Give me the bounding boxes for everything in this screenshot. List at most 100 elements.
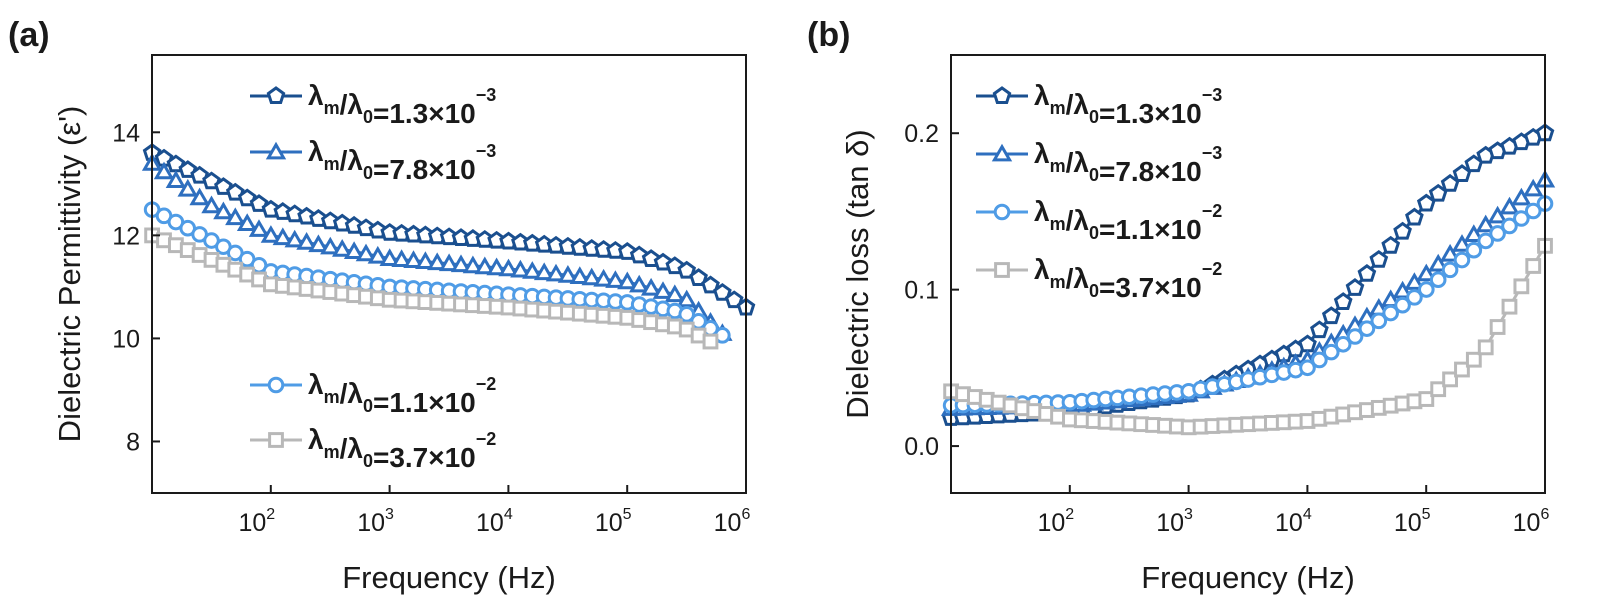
y-axis-title: Dielectric loss (tan δ) [840,129,875,418]
data-point [391,249,412,267]
y-axis-title: Dielectric Permittivity (ε') [52,106,87,443]
data-point [1451,234,1473,252]
data-point [1357,264,1377,282]
series-2 [942,195,1554,414]
data-point [1333,292,1353,310]
series-3 [943,237,1553,436]
data-point [260,225,282,243]
x-tick-label: 103 [1156,506,1193,537]
legend-entry: λm/λ0=7.8×10−3 [976,138,1222,187]
data-point [177,178,198,197]
legend: λm/λ0=1.1×10−2 λm/λ0=3.7×10−2 [250,369,496,473]
data-point [1524,202,1542,220]
legend-marker [991,143,1013,162]
x-tick-label: 105 [595,506,632,537]
legend-marker [267,376,285,394]
data-point [702,333,719,350]
data-point [201,195,222,214]
series-0 [142,143,756,316]
data-point [676,289,697,308]
data-point [1454,361,1470,378]
data-point [1501,217,1518,235]
data-point [557,264,579,283]
y-tick-label: 8 [126,428,140,456]
data-point [1311,351,1328,369]
data-point [1525,258,1542,274]
data-point [1394,296,1411,314]
data-point [629,274,650,293]
data-point [593,268,614,287]
panel-label: (b) [807,16,850,54]
data-point [1439,243,1461,262]
data-point [1418,391,1435,407]
legend-entry: λm/λ0=7.8×10−3 [250,136,496,185]
data-point [1345,278,1365,296]
data-point [427,252,448,271]
x-tick-label: 105 [1394,506,1431,537]
legend-entry: λm/λ0=1.1×10−2 [250,369,496,418]
data-point [1418,281,1435,298]
data-point [713,282,732,301]
data-point [1428,253,1449,272]
data-point [1404,272,1425,290]
legend-entry: λm/λ0=3.7×10−2 [250,424,496,473]
legend-marker [268,432,284,448]
legend-marker [265,141,287,160]
y-tick-label: 0.1 [904,277,939,305]
data-point [1429,271,1447,289]
data-point [308,234,329,253]
data-point [189,187,210,206]
data-point [1465,241,1483,259]
data-point [652,281,674,299]
legend-text: λm/λ0=1.3×10−3 [308,80,496,129]
data-point [1406,289,1423,306]
legend-entry: λm/λ0=1.3×10−3 [976,80,1222,129]
data-point [1513,210,1530,227]
data-point [664,284,686,303]
data-point [1477,232,1495,250]
chart-panel-0: (a) 102 103 104 105 106 8 10 12 14 Frequency (Hz) D… [8,16,756,595]
plot-frame [151,54,747,494]
data-point [1310,320,1329,339]
data-point [1499,196,1520,215]
x-tick-label: 104 [476,506,513,537]
legend-marker [993,203,1011,221]
y-tick-label: 0.2 [904,120,939,148]
data-point [355,243,377,262]
data-point [678,306,696,323]
legend-text: λm/λ0=3.7×10−2 [308,424,496,473]
data-point [1430,381,1447,398]
data-point [153,161,175,180]
data-point [296,232,317,250]
legend-entry: λm/λ0=3.7×10−2 [976,254,1222,303]
data-point [1298,334,1317,353]
x-axis-title: Frequency (Hz) [1141,560,1355,595]
data-point [1381,235,1401,254]
data-point [1513,278,1530,295]
data-point [1489,225,1506,242]
data-point [1523,178,1544,197]
data-point [1322,343,1340,361]
legend-text: λm/λ0=1.3×10−3 [1034,80,1222,129]
y-tick-label: 14 [112,119,140,147]
data-point [1501,298,1518,315]
series-3 [144,227,719,350]
plot-frame [950,54,1546,494]
data-point [1405,207,1424,226]
data-point [1416,263,1437,282]
x-axis-title: Frequency (Hz) [342,560,556,595]
series-2 [143,201,731,344]
data-point [213,201,234,220]
legend: λm/λ0=1.3×10−3 λm/λ0=7.8×10−3 [250,80,496,185]
data-point [605,270,626,288]
data-point [1358,320,1376,337]
data-point [522,261,543,279]
data-point [1299,359,1316,377]
legend-text: λm/λ0=1.1×10−2 [308,369,496,418]
data-point [1370,312,1388,330]
data-point [320,236,341,255]
data-point [498,258,519,277]
data-point [1369,249,1389,268]
data-point [510,259,531,278]
